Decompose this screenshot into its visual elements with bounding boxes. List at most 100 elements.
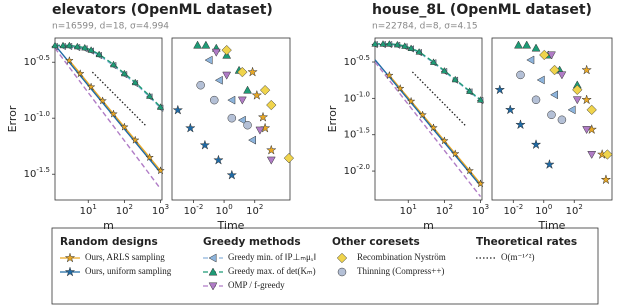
legend-label: Greedy min. of ‖P⊥ₘμₓ‖ bbox=[228, 252, 316, 262]
y-axis-label: Error bbox=[326, 105, 339, 132]
plot-area bbox=[374, 37, 483, 201]
y-axis-label: Error bbox=[6, 105, 19, 132]
point bbox=[494, 84, 506, 95]
point bbox=[536, 75, 545, 85]
point bbox=[406, 96, 416, 106]
point bbox=[237, 66, 248, 78]
point bbox=[451, 75, 459, 83]
point bbox=[51, 41, 59, 49]
point bbox=[172, 104, 184, 115]
point bbox=[214, 75, 223, 85]
x-tick-label: 10-2 bbox=[184, 203, 204, 217]
point bbox=[547, 110, 556, 120]
x-tick-label: 103 bbox=[472, 203, 489, 217]
point bbox=[581, 64, 592, 75]
series-line bbox=[55, 44, 162, 174]
point bbox=[243, 85, 252, 94]
y-tick-label: 10-1.0 bbox=[24, 110, 50, 124]
point bbox=[504, 104, 516, 115]
point bbox=[146, 92, 154, 99]
legend-label: OMP / f-greedy bbox=[228, 280, 285, 290]
point bbox=[549, 64, 560, 76]
x-tick-label: 101 bbox=[400, 203, 417, 217]
legend-box bbox=[51, 227, 599, 305]
legend-group-title: Other coresets bbox=[332, 236, 420, 248]
point bbox=[248, 135, 256, 145]
point bbox=[227, 95, 236, 105]
point bbox=[581, 94, 592, 105]
point bbox=[522, 40, 532, 49]
point bbox=[196, 80, 205, 90]
legend-group-title: Random designs bbox=[60, 236, 158, 248]
point bbox=[75, 68, 85, 78]
point bbox=[266, 156, 276, 165]
point bbox=[86, 82, 96, 91]
legend-label: Recombination Nyström bbox=[357, 252, 446, 262]
x-axis-label: Time bbox=[538, 219, 566, 232]
legend-marker bbox=[64, 266, 76, 277]
point bbox=[222, 71, 232, 80]
y-tick-label: 10-0.5 bbox=[344, 54, 370, 68]
point bbox=[401, 42, 409, 49]
point bbox=[120, 69, 129, 77]
point bbox=[109, 60, 118, 68]
x-axis-label: Time bbox=[217, 219, 245, 232]
point bbox=[251, 89, 263, 100]
point bbox=[221, 45, 232, 56]
point bbox=[109, 109, 118, 118]
chart-subtitle: n=16599, d=18, σ=4.994 bbox=[52, 22, 169, 32]
point bbox=[265, 144, 277, 155]
point bbox=[193, 40, 202, 49]
legend-marker bbox=[208, 282, 218, 291]
point bbox=[213, 154, 224, 165]
point bbox=[572, 84, 583, 95]
point bbox=[184, 122, 196, 133]
legend-group-title: Greedy methods bbox=[203, 236, 301, 248]
y-tick-label: 10-1.0 bbox=[344, 90, 370, 104]
point bbox=[557, 115, 567, 125]
chart-title: elevators (OpenML dataset) bbox=[52, 2, 273, 18]
y-tick-label: 10-0.5 bbox=[24, 54, 50, 68]
point bbox=[582, 126, 592, 135]
y-tick-label: 10-2.0 bbox=[344, 163, 370, 177]
point bbox=[98, 96, 108, 105]
point bbox=[393, 40, 402, 48]
point bbox=[531, 95, 541, 105]
x-tick-label: 100 bbox=[215, 203, 232, 217]
point bbox=[73, 42, 82, 50]
point bbox=[201, 40, 211, 49]
point bbox=[429, 58, 438, 65]
point bbox=[515, 119, 526, 130]
point bbox=[526, 55, 535, 65]
legend-group-title: Theoretical rates bbox=[476, 236, 577, 248]
point bbox=[385, 40, 393, 47]
point bbox=[602, 149, 613, 160]
point bbox=[237, 96, 247, 105]
point bbox=[210, 95, 219, 105]
point bbox=[64, 55, 74, 65]
point bbox=[156, 103, 165, 110]
point bbox=[476, 179, 485, 188]
point bbox=[59, 41, 67, 49]
x-tick-label: 10-2 bbox=[503, 203, 523, 217]
point bbox=[283, 152, 295, 164]
point bbox=[586, 104, 597, 115]
point bbox=[567, 105, 576, 115]
x-tick-label: 103 bbox=[152, 203, 169, 217]
point bbox=[544, 158, 555, 170]
point bbox=[257, 111, 269, 122]
point bbox=[226, 169, 238, 180]
point bbox=[199, 139, 211, 150]
point bbox=[557, 71, 567, 80]
point bbox=[476, 96, 485, 103]
x-tick-label: 102 bbox=[246, 203, 263, 217]
point bbox=[418, 110, 428, 119]
point bbox=[539, 49, 550, 61]
point bbox=[547, 51, 556, 60]
legend-label: Thinning (Compress++) bbox=[357, 266, 444, 276]
point bbox=[516, 70, 525, 80]
panel bbox=[54, 37, 163, 201]
x-tick-label: 101 bbox=[80, 203, 97, 217]
legend-label: Greedy max. of det(Kₘ) bbox=[228, 266, 316, 276]
